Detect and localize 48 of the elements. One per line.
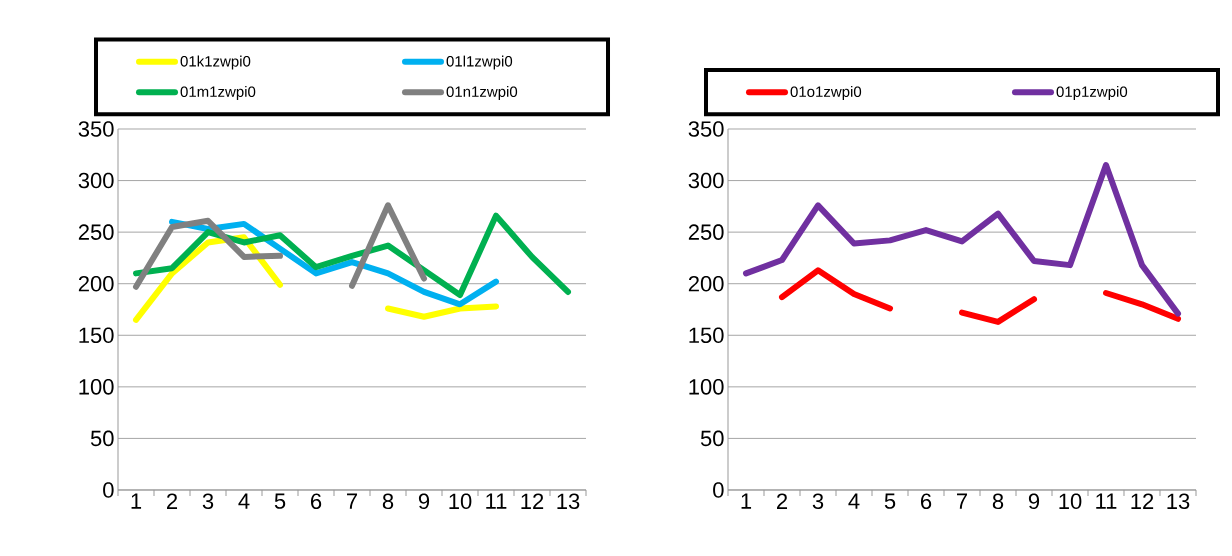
- x-tick-label: 2: [777, 493, 788, 509]
- y-tick-label: 350: [688, 121, 724, 137]
- y-tick-label: 250: [78, 224, 114, 240]
- x-tick-label: 1: [741, 493, 752, 509]
- legend-label: 01l1zwpi0: [446, 55, 513, 70]
- y-tick-label: 100: [79, 379, 114, 395]
- x-tick-label: 6: [311, 493, 322, 510]
- x-tick-label: 7: [957, 493, 968, 509]
- y-tick-label: 0: [713, 482, 724, 498]
- x-tick-label: 3: [202, 493, 214, 510]
- y-tick-label: 0: [103, 482, 114, 498]
- y-tick-label: 250: [688, 224, 724, 240]
- x-tick-label: 13: [1167, 493, 1190, 510]
- x-tick-label: 11: [1096, 493, 1117, 509]
- y-tick-label: 50: [700, 430, 724, 447]
- x-tick-label: 10: [1059, 493, 1082, 510]
- y-tick-label: 350: [78, 121, 114, 137]
- x-tick-label: 1: [131, 493, 142, 509]
- x-tick-label: 9: [1028, 493, 1040, 510]
- y-tick-label: 150: [79, 327, 114, 344]
- x-tick-label: 4: [238, 493, 250, 509]
- legend-label: 01k1zwpi0: [180, 55, 251, 70]
- x-tick-label: 10: [449, 493, 472, 510]
- x-tick-label: 11: [486, 493, 507, 509]
- x-tick-label: 9: [418, 493, 430, 510]
- x-tick-label: 3: [812, 493, 824, 510]
- y-tick-label: 150: [689, 327, 724, 344]
- y-tick-label: 200: [688, 275, 724, 292]
- y-tick-label: 200: [78, 275, 114, 292]
- x-tick-label: 6: [921, 493, 932, 510]
- x-tick-label: 5: [884, 493, 896, 509]
- x-tick-label: 12: [521, 493, 544, 509]
- x-tick-label: 12: [1131, 493, 1154, 509]
- legend-label: 01n1zwpi0: [446, 85, 518, 100]
- y-tick-label: 300: [78, 172, 114, 189]
- y-tick-label: 50: [90, 430, 114, 447]
- x-tick-label: 2: [167, 493, 178, 509]
- y-tick-label: 100: [689, 379, 724, 395]
- x-tick-label: 4: [848, 493, 860, 509]
- x-tick-label: 8: [992, 493, 1004, 510]
- legend-label: 01o1zwpi0: [790, 85, 862, 100]
- x-tick-label: 5: [274, 493, 286, 509]
- x-tick-label: 13: [557, 493, 580, 510]
- x-tick-label: 7: [347, 493, 358, 509]
- legend-label: 01m1zwpi0: [180, 85, 256, 100]
- x-tick-label: 8: [382, 493, 394, 510]
- y-tick-label: 300: [688, 172, 724, 189]
- legend-label: 01p1zwpi0: [1056, 85, 1128, 100]
